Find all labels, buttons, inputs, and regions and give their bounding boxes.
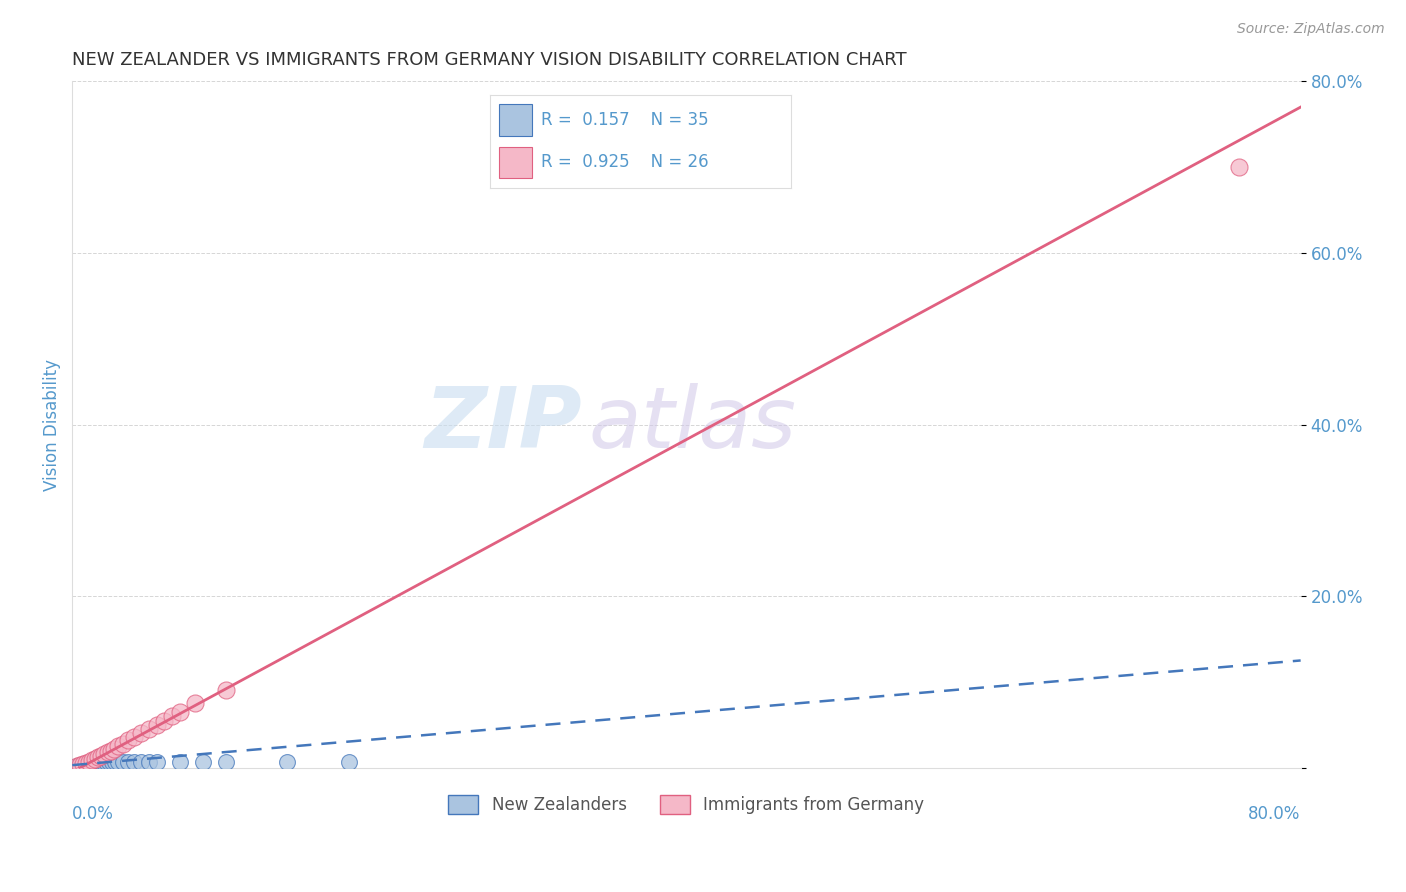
Text: NEW ZEALANDER VS IMMIGRANTS FROM GERMANY VISION DISABILITY CORRELATION CHART: NEW ZEALANDER VS IMMIGRANTS FROM GERMANY… <box>72 51 907 69</box>
Point <box>184 697 207 711</box>
Point <box>160 709 183 723</box>
Point <box>66 759 89 773</box>
Point <box>337 755 360 769</box>
Point <box>1227 160 1250 174</box>
Point <box>145 755 167 769</box>
Point <box>96 745 118 759</box>
Point <box>169 705 191 719</box>
Point <box>94 755 117 769</box>
Point <box>72 757 94 772</box>
Point <box>103 741 125 756</box>
Point <box>70 758 93 772</box>
Text: 0.0%: 0.0% <box>72 805 114 823</box>
Text: Source: ZipAtlas.com: Source: ZipAtlas.com <box>1237 22 1385 37</box>
Point <box>215 755 238 769</box>
Point <box>91 755 114 769</box>
Point <box>169 755 191 769</box>
Point <box>73 757 96 772</box>
Point <box>145 718 167 732</box>
Point <box>72 757 94 772</box>
Point <box>82 753 104 767</box>
Point <box>215 683 238 698</box>
Point <box>87 756 110 770</box>
Text: ZIP: ZIP <box>425 383 582 466</box>
Point <box>76 756 98 771</box>
Point <box>69 758 91 772</box>
Point <box>100 743 122 757</box>
Point <box>107 755 129 769</box>
Point <box>84 752 107 766</box>
Point <box>69 758 91 772</box>
Point <box>90 755 112 769</box>
Point <box>138 755 160 769</box>
Point <box>122 730 145 744</box>
Point <box>191 755 214 769</box>
Point <box>75 756 97 771</box>
Point <box>111 737 134 751</box>
Point <box>117 755 139 769</box>
Point <box>75 757 97 772</box>
Point <box>131 755 153 769</box>
Point <box>138 722 160 736</box>
Text: atlas: atlas <box>588 383 796 466</box>
Legend: New Zealanders, Immigrants from Germany: New Zealanders, Immigrants from Germany <box>441 789 931 822</box>
Point <box>67 759 90 773</box>
Point <box>111 755 134 769</box>
Point <box>83 756 105 770</box>
Point <box>153 714 176 728</box>
Y-axis label: Vision Disability: Vision Disability <box>44 359 60 491</box>
Point <box>79 756 101 771</box>
Point <box>77 755 100 769</box>
Point <box>82 756 104 771</box>
Point <box>84 756 107 770</box>
Point <box>77 756 100 771</box>
Point <box>117 733 139 747</box>
Point <box>104 755 127 769</box>
Point <box>89 755 111 769</box>
Point <box>87 750 110 764</box>
Point <box>93 747 115 761</box>
Point <box>66 759 89 773</box>
Point <box>276 755 298 769</box>
Point <box>90 748 112 763</box>
Text: 80.0%: 80.0% <box>1249 805 1301 823</box>
Point <box>98 755 121 769</box>
Point <box>107 739 129 754</box>
Point <box>101 755 124 769</box>
Point <box>86 756 108 770</box>
Point <box>131 726 153 740</box>
Point <box>122 755 145 769</box>
Point <box>65 760 87 774</box>
